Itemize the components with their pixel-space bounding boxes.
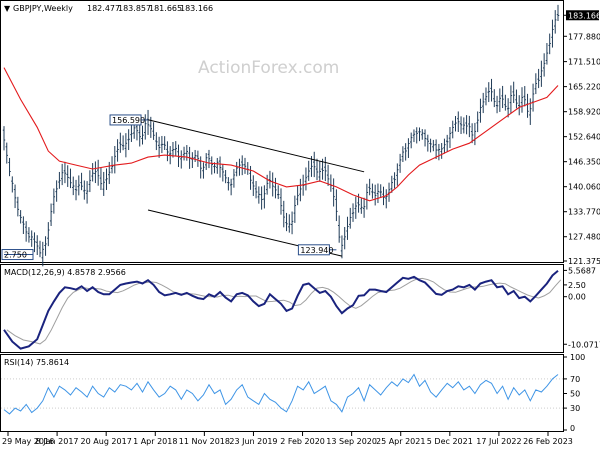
price-panel-triangle: ▼ [4, 4, 11, 13]
macd-y-ticks: 5.5687 2.50 0.00 -10.0717 [563, 266, 600, 349]
x-tick-label: 23 Jun 2019 [229, 437, 277, 446]
price-panel-frame [0, 0, 564, 263]
x-tick-label: 1 Apr 2018 [133, 437, 177, 446]
price-annotations: 156.590 123.940 2.750 [1, 114, 337, 261]
rsi-series [1, 373, 563, 415]
rsi-y-tick-label: 30 [570, 404, 580, 413]
price-annotation-label: 156.590 [112, 116, 145, 125]
price-y-tick-label: 152.640 [568, 133, 600, 142]
price-y-tick-label: 121.375 [568, 257, 600, 266]
macd-panel-frame [0, 264, 564, 353]
rsi-y-tick-label: 0 [570, 424, 575, 433]
rsi-panel-frame [0, 354, 564, 432]
price-annotation-label: 123.940 [300, 246, 333, 255]
price-series [2, 4, 560, 267]
watermark: ActionForex.com [198, 58, 339, 78]
moving-average-line [3, 67, 559, 202]
rsi-y-tick-label: 100 [570, 353, 585, 362]
macd-y-tick-label: 2.50 [568, 281, 586, 290]
macd-y-tick-label: -10.0717 [568, 340, 600, 349]
price-y-tick-label: 158.920 [568, 108, 600, 117]
price-y-tick-label: 146.350 [568, 158, 600, 167]
channel-upper-line [147, 119, 365, 173]
x-tick-label: 13 Sep 2020 [326, 437, 377, 446]
x-tick-label: 26 Feb 2023 [523, 437, 573, 446]
price-y-tick-label: 171.510 [568, 58, 600, 67]
ohlc-high: 183.857 [118, 4, 151, 13]
ohlc-open: 182.477 [87, 4, 120, 13]
macd-line [3, 269, 559, 350]
moving-average-series [3, 67, 559, 202]
x-tick-label: 25 Apr 2021 [376, 437, 425, 446]
x-tick-label: 17 Jul 2022 [476, 437, 521, 446]
price-y-tick-label: 140.060 [568, 183, 600, 192]
x-tick-label: 20 Aug 2017 [81, 437, 132, 446]
price-y-tick-label: 133.770 [568, 208, 600, 217]
macd-y-tick-label: 5.5687 [568, 266, 596, 275]
current-price-label: 183.166 [568, 11, 600, 20]
x-tick-label: 2 Feb 2020 [280, 437, 325, 446]
price-panel-header: ▼ GBPJPY,Weekly 182.477 183.857 181.665 … [4, 4, 213, 13]
current-price-box [566, 10, 599, 21]
rsi-y-tick-label: 70 [570, 375, 580, 384]
price-y-tick-label: 165.220 [568, 83, 600, 92]
ohlc-close: 183.166 [180, 4, 213, 13]
rsi-y-tick-label: 50 [570, 390, 580, 399]
x-tick-label: 5 Dec 2021 [427, 437, 473, 446]
rsi-y-ticks: 100 70 50 30 0 [563, 353, 585, 433]
price-annotation-label: 2.750 [4, 251, 27, 260]
price-y-tick-label: 127.480 [568, 233, 600, 242]
macd-series [3, 269, 562, 350]
macd-title: MACD(12,26,9) 4.8578 2.9566 [4, 268, 126, 277]
price-y-tick-label: 177.880 [568, 32, 600, 41]
ohlc-low: 181.665 [149, 4, 182, 13]
x-tick-label: 29 May 2016 [2, 437, 54, 446]
macd-y-tick-label: 0.00 [568, 293, 586, 302]
rsi-title: RSI(14) 75.8614 [4, 358, 69, 367]
price-y-ticks: 183.166 177.880 171.510 165.220 158.920 152.6… [563, 10, 600, 266]
x-tick-label: 11 Nov 2018 [179, 437, 230, 446]
symbol-label: GBPJPY,Weekly [13, 4, 73, 13]
x-tick-label: 8 Jan 2017 [36, 437, 79, 446]
rsi-line [3, 373, 559, 415]
macd-signal-line [6, 277, 562, 345]
